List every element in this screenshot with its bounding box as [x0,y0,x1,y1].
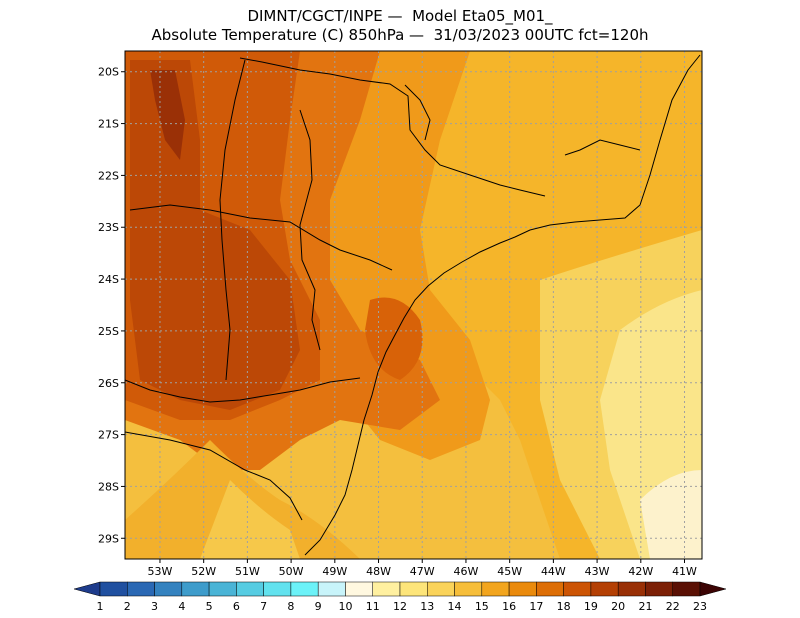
colorbar-label: 11 [366,600,380,613]
lon-label: 42W [628,565,653,578]
map-title-line2: Absolute Temperature (C) 850hPa — 31/03/… [151,26,649,44]
colorbar-swatch [317,581,346,597]
colorbar-swatch [481,581,510,597]
colorbar-label: 15 [475,600,489,613]
lon-label: 53W [148,565,173,578]
colorbar-swatch [127,581,155,597]
lat-lon-grid [125,51,702,559]
lat-label: 28S [98,480,119,493]
colorbar-min-arrow [73,581,101,597]
colorbar-swatch [345,581,373,597]
lat-label: 22S [98,169,119,182]
colorbar-label: 17 [529,600,543,613]
lat-label: 27S [98,429,119,442]
colorbar-label: 1 [97,600,104,613]
map-frame [124,50,703,560]
colorbar-label: 4 [178,600,185,613]
colorbar-swatch [617,581,646,597]
colorbar-label: 21 [638,600,652,613]
lon-label: 43W [585,565,610,578]
colorbar-swatch [563,581,592,597]
lon-label: 45W [497,565,522,578]
colorbar-label: 16 [502,600,516,613]
colorbar-swatch [181,581,210,597]
colorbar-label: 10 [338,600,352,613]
colorbar-label: 5 [206,600,213,613]
colorbar-label: 23 [693,600,707,613]
lon-label: 46W [454,565,479,578]
colorbar-swatch [454,581,483,597]
colorbar-swatch [154,581,183,597]
colorbar-label: 22 [666,600,680,613]
colorbar-swatch [536,581,564,597]
lon-label: 47W [410,565,435,578]
colorbar-swatch [672,581,701,597]
map-title-line1: DIMNT/CGCT/INPE — Model Eta05_M01_ [247,7,553,25]
lat-label: 25S [98,325,119,338]
colorbar-swatch [263,581,292,597]
colorbar-label: 2 [124,600,131,613]
colorbar-label: 20 [611,600,625,613]
colorbar-max-arrow [699,581,727,597]
lat-label: 21S [98,118,119,131]
temperature-field [125,51,702,559]
lon-label: 48W [366,565,391,578]
colorbar-swatch [99,581,128,597]
colorbar-labels: 1 2 3 4 5 6 7 8 9 10 11 12 13 14 15 16 17 18 19 20 21 22 23 [97,600,708,613]
colorbar-swatch [427,581,455,597]
colorbar-label: 7 [260,600,267,613]
colorbar-label: 9 [315,600,322,613]
colorbar-label: 6 [233,600,240,613]
lat-label: 20S [98,66,119,79]
colorbar-swatch [590,581,619,597]
lon-label: 44W [541,565,566,578]
colorbar-label: 12 [393,600,407,613]
longitude-labels: 53W 52W 51W 50W 49W 48W 47W 46W 45W 44W 43W 42W 41W [148,559,697,578]
lat-label: 24S [98,273,119,286]
colorbar-label: 19 [584,600,598,613]
colorbar [73,581,727,597]
lon-label: 51W [235,565,260,578]
lat-label: 26S [98,377,119,390]
coastline-and-borders [125,54,701,556]
colorbar-label: 18 [557,600,571,613]
colorbar-swatch [290,581,319,597]
colorbar-label: 13 [420,600,434,613]
lon-label: 50W [279,565,304,578]
colorbar-label: 3 [151,600,158,613]
colorbar-swatch [399,581,428,597]
colorbar-swatch [508,581,537,597]
lat-label: 23S [98,221,119,234]
lon-label: 52W [191,565,216,578]
colorbar-swatch [372,581,401,597]
colorbar-label: 8 [287,600,294,613]
lat-label: 29S [98,532,119,545]
colorbar-swatch [645,581,673,597]
colorbar-label: 14 [448,600,462,613]
lon-label: 49W [322,565,347,578]
lon-label: 41W [672,565,697,578]
colorbar-swatch [236,581,264,597]
colorbar-swatch [208,581,237,597]
latitude-labels: 20S 21S 22S 23S 24S 25S 26S 27S 28S 29S [98,66,125,545]
